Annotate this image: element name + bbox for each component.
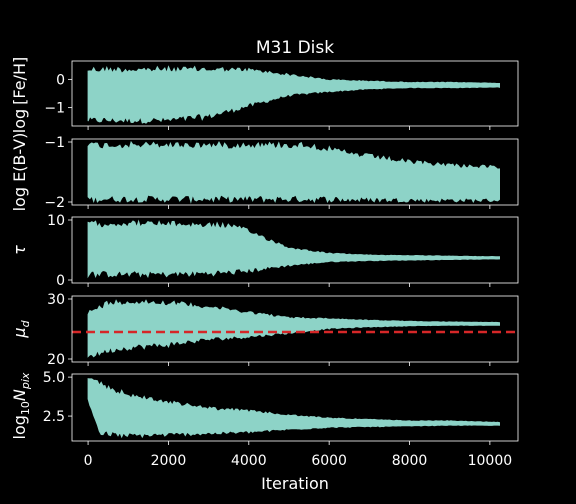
trace-band — [87, 140, 500, 204]
x-tick-label: 4000 — [231, 453, 267, 469]
panel-npix: 5.0 2.5 — [43, 370, 519, 445]
trace-band — [87, 378, 500, 439]
panel-frame — [71, 138, 519, 206]
panel-fe-h: 0 −1 — [44, 60, 519, 130]
x-axis-label: Iteration — [261, 474, 329, 493]
y-tick-label: 2.5 — [43, 409, 65, 425]
y-axis-label-mu-d: μd — [10, 319, 32, 338]
y-tick-label: 0 — [56, 273, 65, 289]
y-tick-label: −1 — [44, 135, 65, 151]
y-axis-label-tau: τ — [10, 245, 29, 255]
panel-frame — [71, 60, 519, 127]
panel-mu-d: 30 20 — [47, 292, 519, 368]
x-axis-ticks: 0 2000 4000 6000 8000 10000 — [84, 453, 513, 469]
y-tick-label: 20 — [47, 352, 65, 368]
panel-frame — [71, 295, 519, 363]
y-tick-label: 0 — [56, 72, 65, 88]
panel-frame — [71, 373, 519, 442]
y-axis-label-npix: log10Npix — [10, 372, 32, 439]
trace-band — [87, 219, 500, 279]
trace-band — [87, 299, 500, 358]
chart-title: M31 Disk — [256, 38, 334, 58]
panel-tau: 10 0 — [47, 213, 519, 289]
x-tick-label: 8000 — [392, 453, 428, 469]
y-tick-label: 30 — [47, 292, 65, 308]
x-tick-label: 10000 — [468, 453, 513, 469]
x-tick-label: 2000 — [151, 453, 187, 469]
trace-band — [87, 65, 500, 124]
panel-ebv: −1 −2 — [44, 135, 519, 211]
panel-frame — [71, 216, 519, 284]
y-tick-label: 10 — [47, 213, 65, 229]
y-tick-label: 5.0 — [43, 370, 65, 386]
y-tick-label: −2 — [44, 195, 65, 211]
x-tick-label: 6000 — [311, 453, 347, 469]
y-axis-label-ebv: log E(B-V) — [10, 133, 29, 212]
y-tick-label: −1 — [44, 101, 65, 117]
y-axis-label-fe-h: log[Fe/H] — [10, 57, 29, 133]
x-tick-label: 0 — [84, 453, 93, 469]
